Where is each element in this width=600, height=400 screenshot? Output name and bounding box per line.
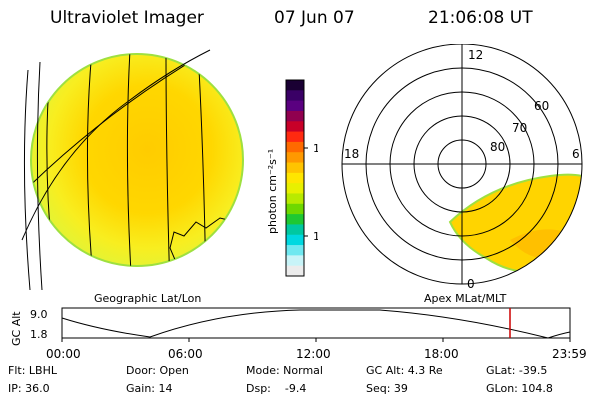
colorbar-swatch bbox=[286, 224, 304, 236]
door-info: Door: Open bbox=[126, 364, 189, 377]
polar-plot: 12 18 6 0 60 70 80 bbox=[341, 44, 583, 291]
outer-meridian bbox=[36, 61, 43, 291]
colorbar-tick: 100 bbox=[313, 142, 318, 155]
colorbar-swatch bbox=[286, 141, 304, 153]
mlt-label-18: 18 bbox=[344, 147, 359, 161]
mode-info: Mode: Normal bbox=[246, 364, 323, 377]
colorbar-tick: 10 bbox=[313, 230, 318, 243]
altitude-timeline: GC Alt 9.0 1.8 00:00 06:00 12:00 18:00 2… bbox=[10, 307, 587, 361]
glon-info: GLon: 104.8 bbox=[486, 382, 553, 395]
colorbar-swatch bbox=[286, 193, 304, 205]
colorbar: 100 10 photon cm⁻²s⁻¹ bbox=[266, 79, 318, 277]
colorbar-swatch bbox=[286, 255, 304, 267]
gc-alt-axis-label: GC Alt bbox=[10, 311, 23, 346]
colorbar-axis-label: photon cm⁻²s⁻¹ bbox=[266, 149, 279, 234]
colorbar-swatch bbox=[286, 152, 304, 164]
mlt-label-0: 0 bbox=[467, 277, 475, 291]
colorbar-swatch bbox=[286, 100, 304, 112]
colorbar-swatch bbox=[286, 162, 304, 174]
geographic-label: Geographic Lat/Lon bbox=[94, 292, 202, 305]
outer-latitude bbox=[21, 49, 211, 241]
time-tick: 18:00 bbox=[424, 347, 459, 361]
colorbar-swatch bbox=[286, 245, 304, 256]
alt-tick: 9.0 bbox=[30, 308, 48, 321]
filter-info: Flt: LBHL bbox=[8, 364, 57, 377]
outer-meridian bbox=[23, 69, 31, 291]
geographic-image bbox=[21, 49, 244, 291]
colorbar-swatch bbox=[286, 183, 304, 194]
auroral-oval bbox=[448, 173, 582, 274]
lat-label-60: 60 bbox=[534, 99, 549, 113]
time-tick: 23:59 bbox=[552, 347, 587, 361]
dsp-info: Dsp: -9.4 bbox=[246, 382, 307, 395]
gain-info: Gain: 14 bbox=[126, 382, 173, 395]
colorbar-swatch bbox=[286, 121, 304, 133]
colorbar-swatch bbox=[286, 172, 304, 184]
seq-info: Seq: 39 bbox=[366, 382, 408, 395]
gc-alt-info: GC Alt: 4.3 Re bbox=[366, 364, 443, 377]
colorbar-swatch bbox=[286, 265, 304, 277]
time-tick: 00:00 bbox=[46, 347, 81, 361]
alt-tick: 1.8 bbox=[30, 328, 48, 341]
instrument-title: Ultraviolet Imager bbox=[50, 8, 204, 28]
time-tick: 06:00 bbox=[168, 347, 203, 361]
colorbar-swatch bbox=[286, 90, 304, 102]
colorbar-swatch bbox=[286, 131, 304, 143]
glat-info: GLat: -39.5 bbox=[486, 364, 548, 377]
mlt-label-12: 12 bbox=[468, 48, 483, 62]
apex-label: Apex MLat/MLT bbox=[424, 292, 507, 305]
colorbar-border bbox=[285, 79, 305, 277]
observation-time: 21:06:08 UT bbox=[428, 8, 533, 28]
observation-date: 07 Jun 07 bbox=[274, 8, 355, 28]
colorbar-swatch bbox=[286, 110, 304, 122]
time-tick: 12:00 bbox=[296, 347, 331, 361]
lat-label-70: 70 bbox=[512, 121, 527, 135]
lat-label-80: 80 bbox=[490, 140, 505, 154]
ip-info: IP: 36.0 bbox=[8, 382, 50, 395]
earth-disk bbox=[30, 53, 244, 267]
colorbar-swatch bbox=[286, 203, 304, 215]
colorbar-swatch bbox=[286, 80, 304, 91]
colorbar-swatch bbox=[286, 214, 304, 225]
altitude-curve bbox=[61, 309, 571, 339]
colorbar-swatch bbox=[286, 234, 304, 246]
mlt-label-6: 6 bbox=[572, 147, 580, 161]
